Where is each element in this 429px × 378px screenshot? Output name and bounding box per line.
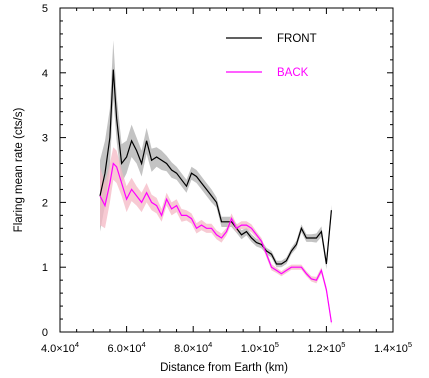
y-tick-label: 1	[42, 262, 48, 274]
error-bands	[100, 40, 332, 326]
legend-front-label: FRONT	[277, 33, 317, 45]
back-error-band	[100, 147, 332, 326]
y-tick-label: 2	[42, 197, 48, 209]
y-axis-ticks: 0 1 2 3 4 5	[42, 3, 393, 339]
front-error-band	[100, 40, 332, 270]
legend-back-label: BACK	[277, 67, 309, 79]
x-tick-label: 4.0×104	[41, 340, 79, 355]
y-axis-title: Flaring mean rate (cts/s)	[13, 108, 25, 233]
y-tick-label: 5	[42, 3, 48, 15]
y-tick-label: 3	[42, 133, 48, 145]
x-tick-label: 6.0×104	[108, 340, 146, 355]
y-tick-label: 4	[42, 68, 48, 80]
x-axis-title: Distance from Earth (km)	[160, 362, 288, 374]
x-tick-label: 1.4×105	[374, 340, 412, 355]
y-tick-label: 0	[42, 327, 48, 339]
x-tick-label: 1.0×105	[241, 340, 279, 355]
x-axis-ticks: 4.0×104 6.0×104 8.0×104 1.0×105 1.2×105 1.4×1…	[41, 8, 412, 355]
series-lines	[99, 69, 332, 323]
back-series-line	[99, 162, 332, 323]
legend: FRONT BACK	[226, 33, 317, 79]
front-series-line	[99, 69, 332, 265]
x-tick-label: 8.0×104	[174, 340, 212, 355]
x-tick-label: 1.2×105	[307, 340, 345, 355]
